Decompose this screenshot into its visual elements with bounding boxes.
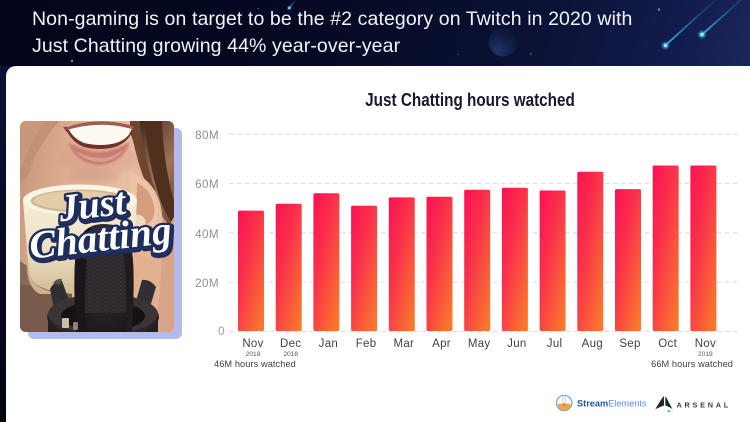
svg-text:ARSENAL: ARSENAL [677, 400, 732, 409]
svg-text:StreamElements: StreamElements [577, 398, 647, 408]
svg-text:Just: Just [56, 181, 129, 231]
svg-text:Chatting: Chatting [28, 210, 174, 270]
